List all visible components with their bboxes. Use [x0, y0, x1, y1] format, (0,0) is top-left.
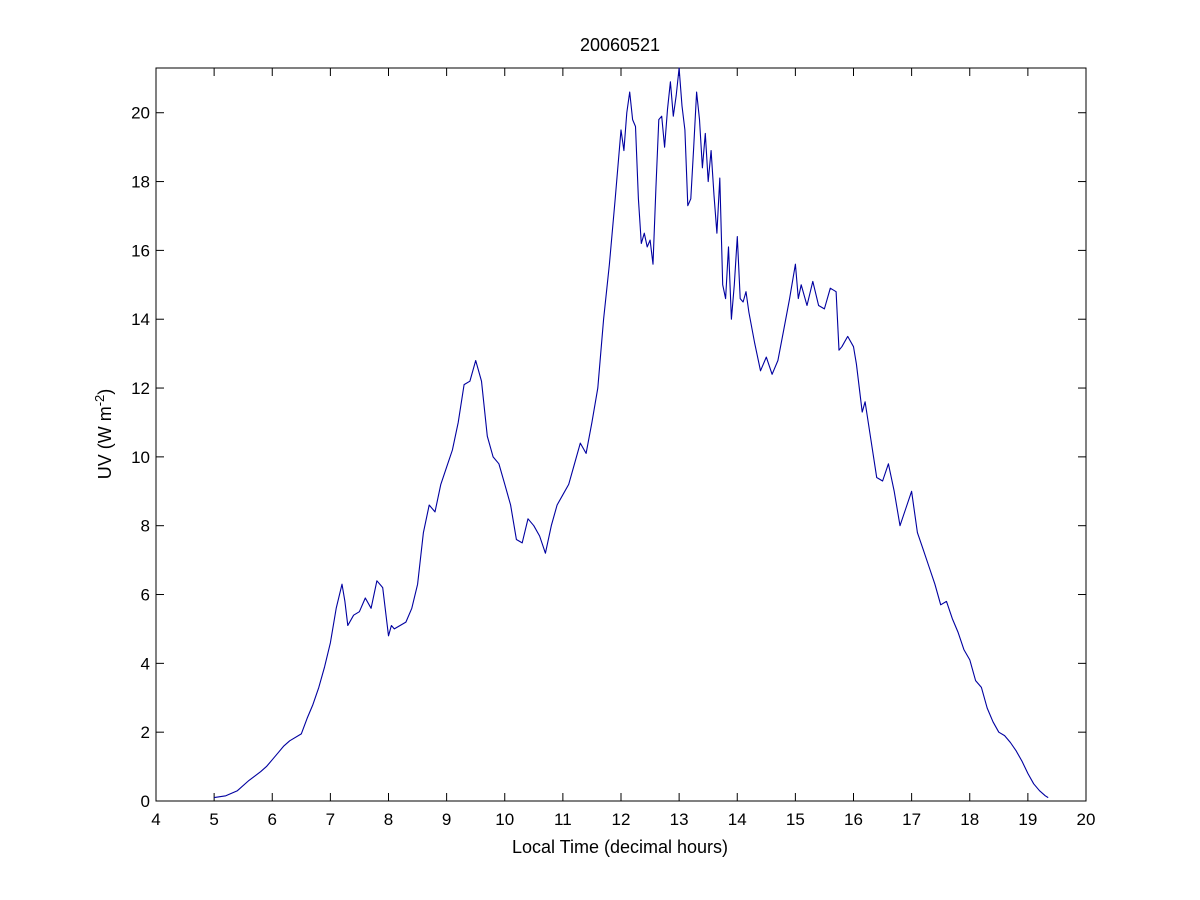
uv-series-line: [214, 67, 1049, 799]
x-tick-label: 4: [151, 810, 160, 829]
y-tick-label: 6: [141, 586, 150, 605]
x-axis-label: Local Time (decimal hours): [512, 837, 728, 857]
x-tick-label: 6: [268, 810, 277, 829]
x-tick-label: 9: [442, 810, 451, 829]
x-tick-label: 11: [554, 810, 572, 829]
y-tick-label: 0: [141, 792, 150, 811]
x-tick-label: 20: [1077, 810, 1096, 829]
y-tick-label: 20: [131, 104, 150, 123]
series-layer: [214, 67, 1049, 799]
y-tick-label: 2: [141, 723, 150, 742]
x-tick-label: 12: [612, 810, 631, 829]
x-tick-label: 17: [902, 810, 921, 829]
x-tick-label: 15: [786, 810, 805, 829]
y-axis-label: UV (W m-2): [92, 389, 115, 480]
y-tick-label: 8: [141, 517, 150, 536]
plot-area-frame: [155, 67, 1087, 802]
y-tick-label: 12: [131, 379, 150, 398]
x-tick-label: 7: [326, 810, 335, 829]
chart-title: 20060521: [580, 35, 660, 55]
x-tick-label: 5: [209, 810, 218, 829]
y-axis-label-tail: ): [95, 389, 115, 395]
x-tick-label: 10: [495, 810, 514, 829]
y-tick-label: 18: [131, 173, 150, 192]
y-axis-label-main: UV (W m: [95, 406, 115, 479]
y-tick-label: 16: [131, 241, 150, 260]
y-tick-label: 4: [141, 654, 150, 673]
x-tick-label: 13: [670, 810, 689, 829]
y-tick-label: 10: [131, 448, 150, 467]
x-tick-label: 16: [844, 810, 863, 829]
x-tick-label: 19: [1018, 810, 1037, 829]
x-tick-label: 14: [728, 810, 747, 829]
y-axis-label-superscript: -2: [92, 395, 107, 407]
x-tick-label: 8: [384, 810, 393, 829]
axes: 4 5 6 7 8 9 10 11 12 13 14 15 16 17 18 19 20 0 2 4 6 8 10 12 14 1…: [131, 67, 1096, 829]
x-tick-label: 18: [960, 810, 979, 829]
y-tick-label: 14: [131, 310, 150, 329]
